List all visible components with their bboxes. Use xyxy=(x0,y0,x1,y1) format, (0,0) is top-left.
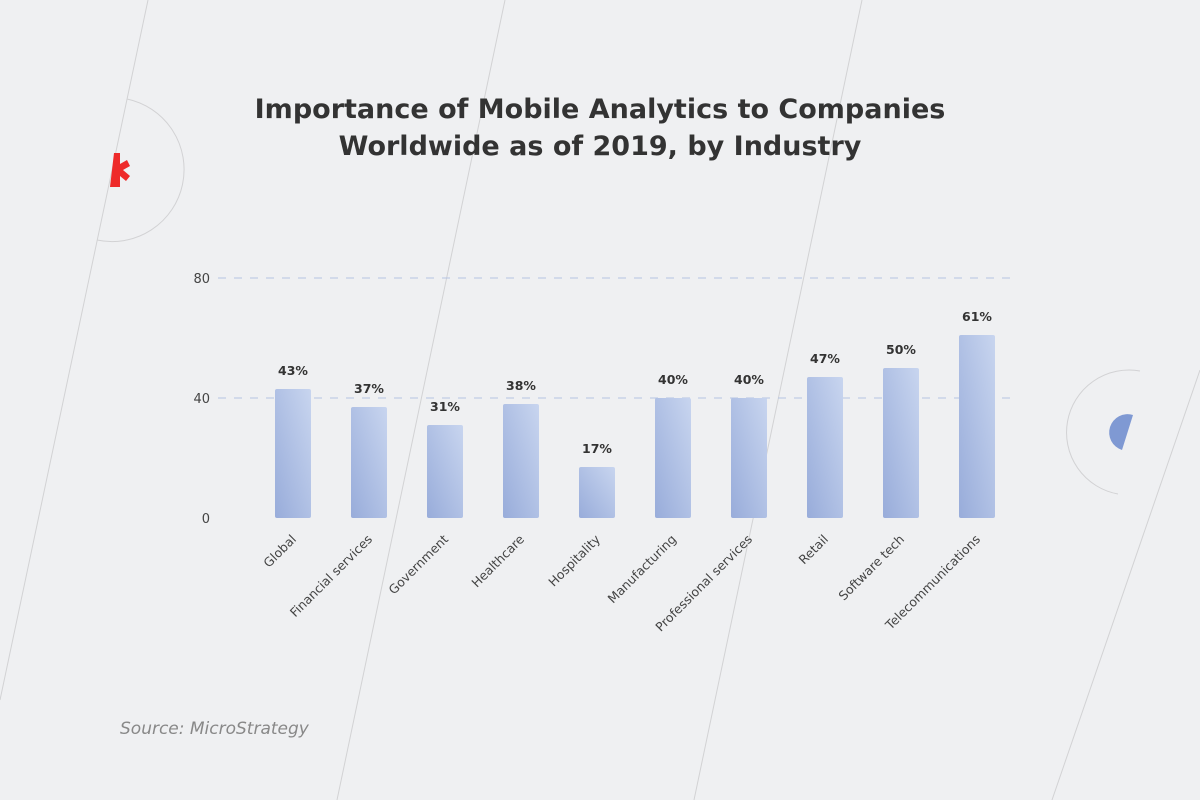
bar xyxy=(427,425,463,518)
blue-half-circle xyxy=(1109,414,1133,450)
category-label: Financial services xyxy=(287,532,375,620)
category-label: Global xyxy=(260,532,299,571)
value-label: 31% xyxy=(430,399,460,414)
value-label: 37% xyxy=(354,381,384,396)
category-label: Manufacturing xyxy=(605,532,680,607)
bar xyxy=(731,398,767,518)
source-note: Source: MicroStrategy xyxy=(120,719,310,739)
value-label: 43% xyxy=(278,363,308,378)
red-logo-mark xyxy=(110,153,130,187)
chart-title-line-1: Importance of Mobile Analytics to Compan… xyxy=(255,94,946,125)
value-label: 40% xyxy=(658,372,688,387)
category-label: Healthcare xyxy=(468,531,527,590)
bar xyxy=(275,389,311,518)
y-tick-label: 80 xyxy=(193,272,210,287)
value-label: 61% xyxy=(962,309,992,324)
y-tick-label: 40 xyxy=(193,392,210,407)
bar xyxy=(883,368,919,518)
chart-title-line-2: Worldwide as of 2019, by Industry xyxy=(339,131,862,162)
y-tick-label: 0 xyxy=(202,512,210,527)
value-label: 47% xyxy=(810,351,840,366)
bar xyxy=(959,335,995,518)
value-label: 17% xyxy=(582,441,612,456)
category-label: Government xyxy=(385,531,451,597)
bar xyxy=(807,377,843,518)
value-label: 40% xyxy=(734,372,764,387)
value-label: 50% xyxy=(886,342,916,357)
category-label: Hospitality xyxy=(545,531,603,589)
bar xyxy=(655,398,691,518)
category-label: Software tech xyxy=(835,532,907,604)
bar xyxy=(579,467,615,518)
value-label: 38% xyxy=(506,378,536,393)
bar xyxy=(351,407,387,518)
category-label: Retail xyxy=(796,532,832,568)
bar xyxy=(503,404,539,518)
